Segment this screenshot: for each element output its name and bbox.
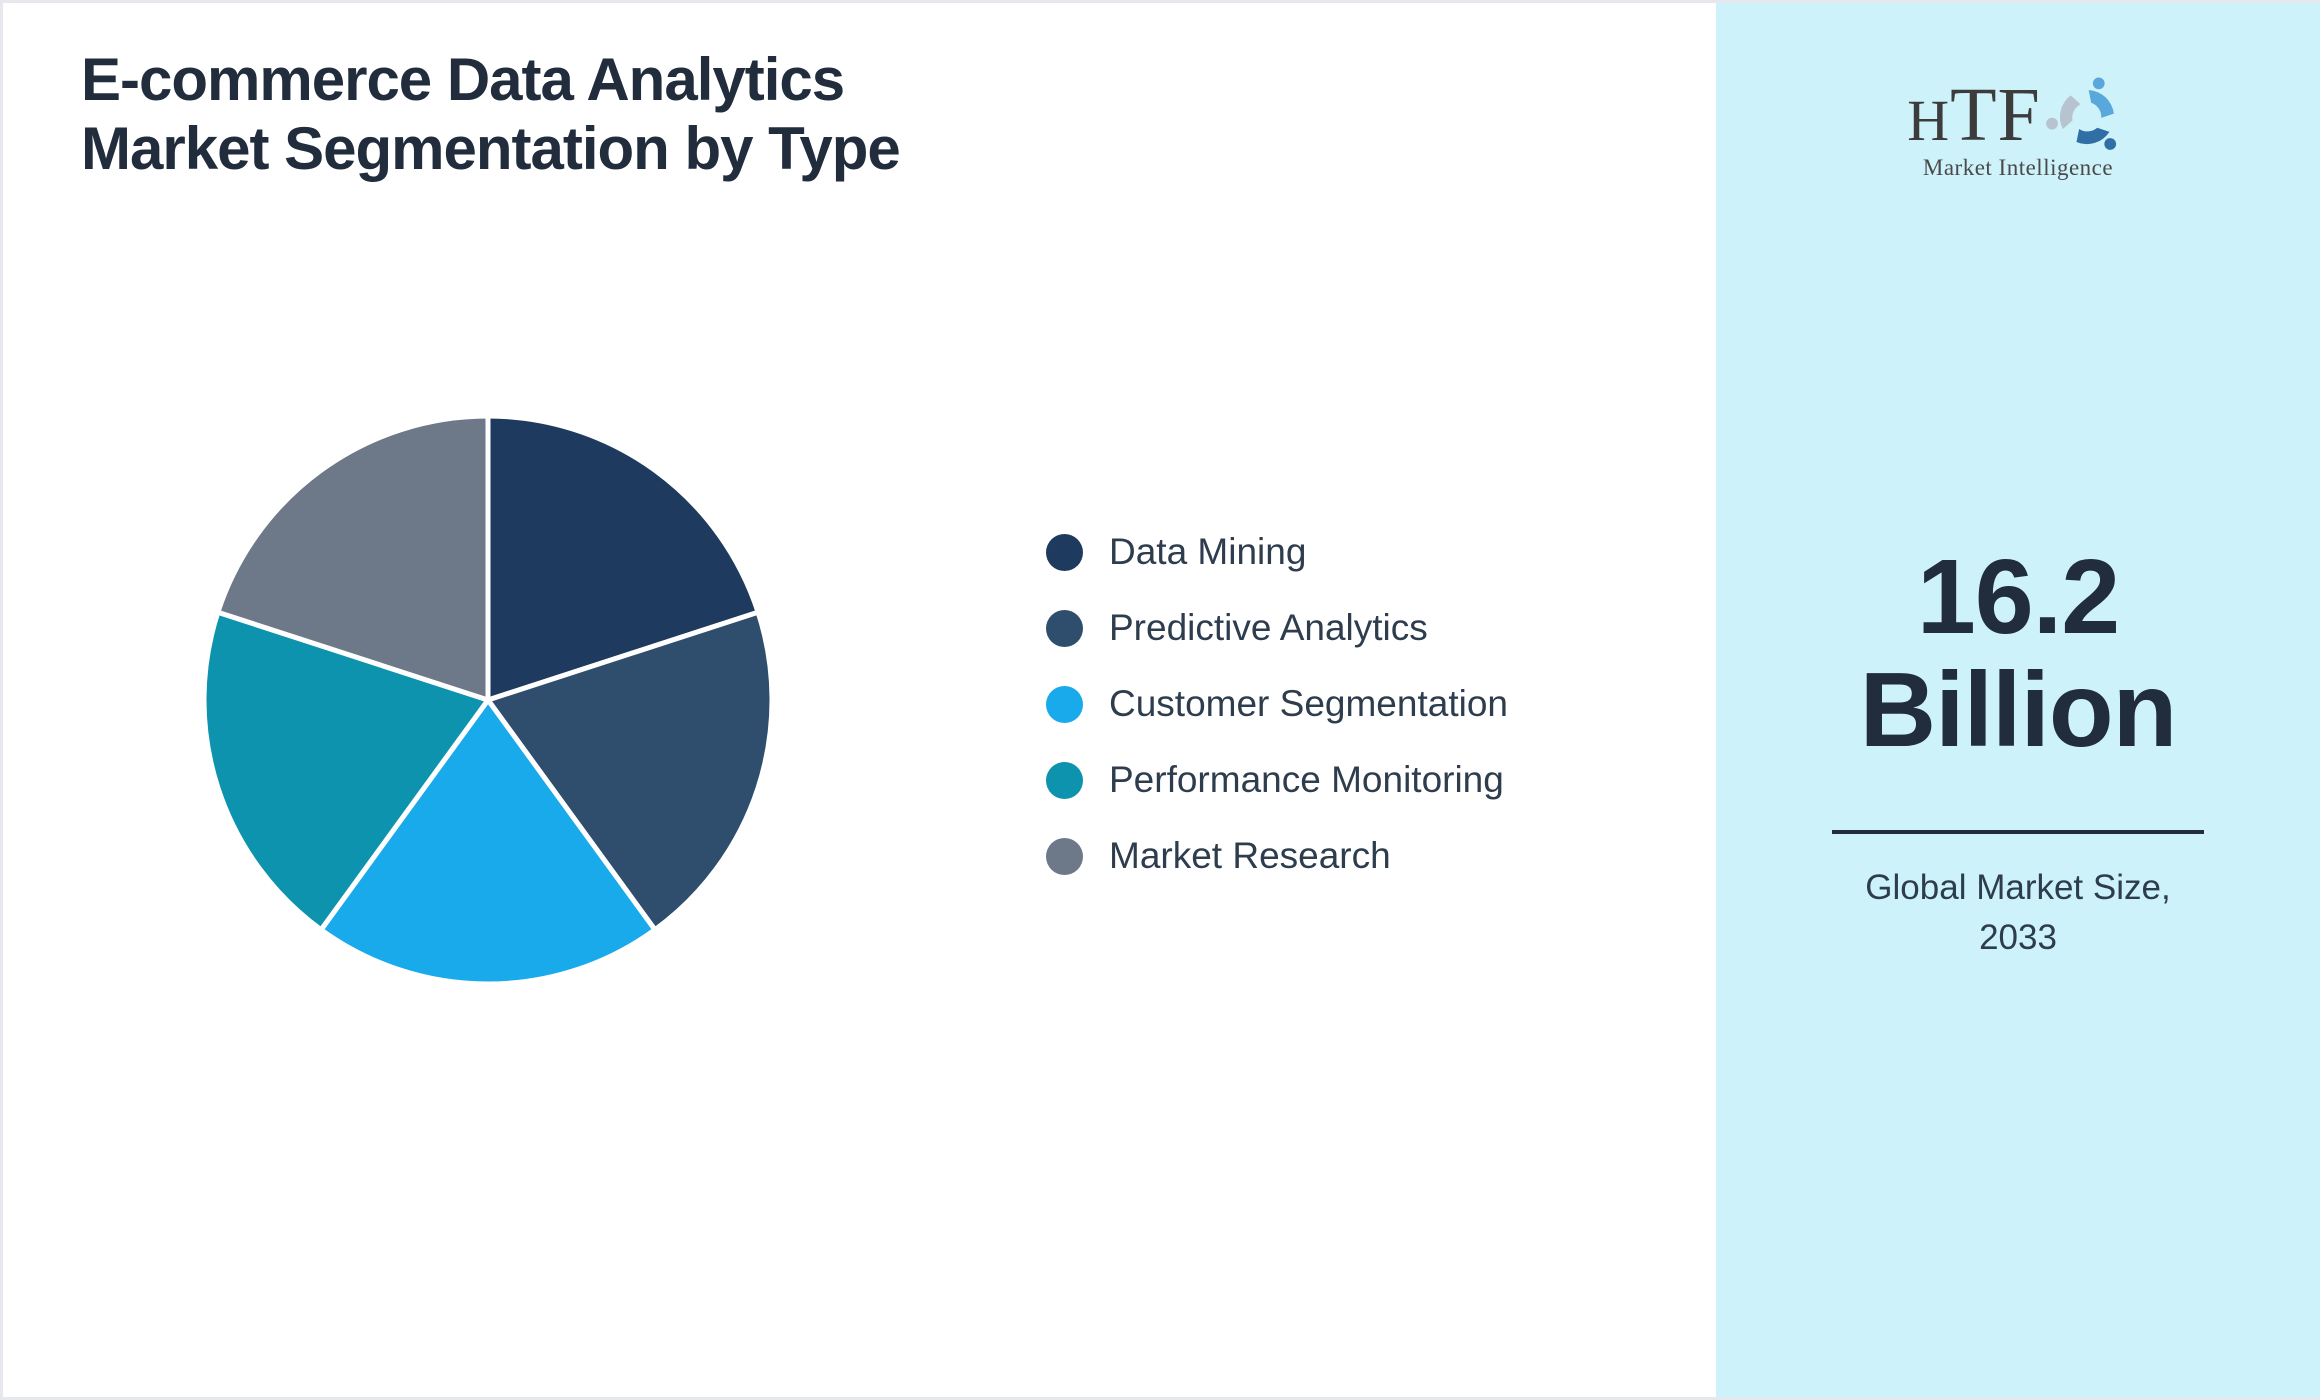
pie-chart — [185, 397, 791, 1003]
htf-logo-text: HTF — [1907, 77, 2041, 153]
pie-slice-data-mining — [485, 413, 761, 703]
htf-logo-row: HTF — [1907, 75, 2129, 153]
htf-logo-letter-h: H — [1907, 88, 1951, 153]
page-title-line-1: E-commerce Data Analytics — [81, 46, 845, 113]
market-size-value: 16.2 Billion — [1716, 541, 2320, 767]
legend-label: Market Research — [1109, 835, 1391, 876]
legend-label: Performance Monitoring — [1109, 759, 1504, 800]
pie-slice-customer-segmentation — [318, 697, 658, 987]
legend-swatch-icon — [1046, 609, 1083, 647]
chart-area: E-commerce Data Analytics Market Segment… — [3, 3, 1717, 1397]
market-size-value-unit: Billion — [1859, 651, 2178, 769]
divider-line — [1832, 830, 2204, 834]
htf-logo-letters-tf: TF — [1950, 73, 2041, 157]
pie-slice-market-research — [215, 413, 491, 703]
market-size-caption-line-2: 2033 — [1979, 918, 2057, 957]
legend-row: Customer Segmentation — [1046, 666, 1508, 742]
legend-row: Performance Monitoring — [1046, 742, 1508, 818]
legend-swatch-icon — [1046, 837, 1083, 875]
htf-logo: HTF Market Intelligence — [1716, 75, 2320, 181]
legend-swatch-icon — [1046, 533, 1083, 571]
legend-row: Market Research — [1046, 818, 1508, 894]
legend-label: Predictive Analytics — [1109, 607, 1428, 648]
page-title-line-2: Market Segmentation by Type — [81, 115, 901, 182]
pie-slice-predictive-analytics — [485, 609, 775, 933]
page-title: E-commerce Data Analytics Market Segment… — [81, 45, 901, 183]
htf-swirl-icon — [2045, 77, 2116, 150]
market-size-caption-line-1: Global Market Size, — [1865, 868, 2171, 907]
legend-row: Predictive Analytics — [1046, 590, 1508, 666]
legend: Data Mining Predictive Analytics Custome… — [1046, 514, 1508, 894]
sidebar: HTF Market Intelligence 16.2 Billion — [1716, 3, 2320, 1397]
legend-label: Customer Segmentation — [1109, 683, 1508, 724]
legend-swatch-icon — [1046, 685, 1083, 723]
market-size-value-number: 16.2 — [1916, 538, 2120, 656]
pie-chart-svg — [201, 413, 775, 987]
pie-slice-performance-monitoring — [201, 609, 491, 933]
legend-label: Data Mining — [1109, 531, 1307, 572]
htf-logo-subtext: Market Intelligence — [1922, 155, 2114, 180]
market-size-caption: Global Market Size, 2033 — [1716, 863, 2320, 963]
legend-row: Data Mining — [1046, 514, 1508, 590]
legend-swatch-icon — [1046, 761, 1083, 799]
